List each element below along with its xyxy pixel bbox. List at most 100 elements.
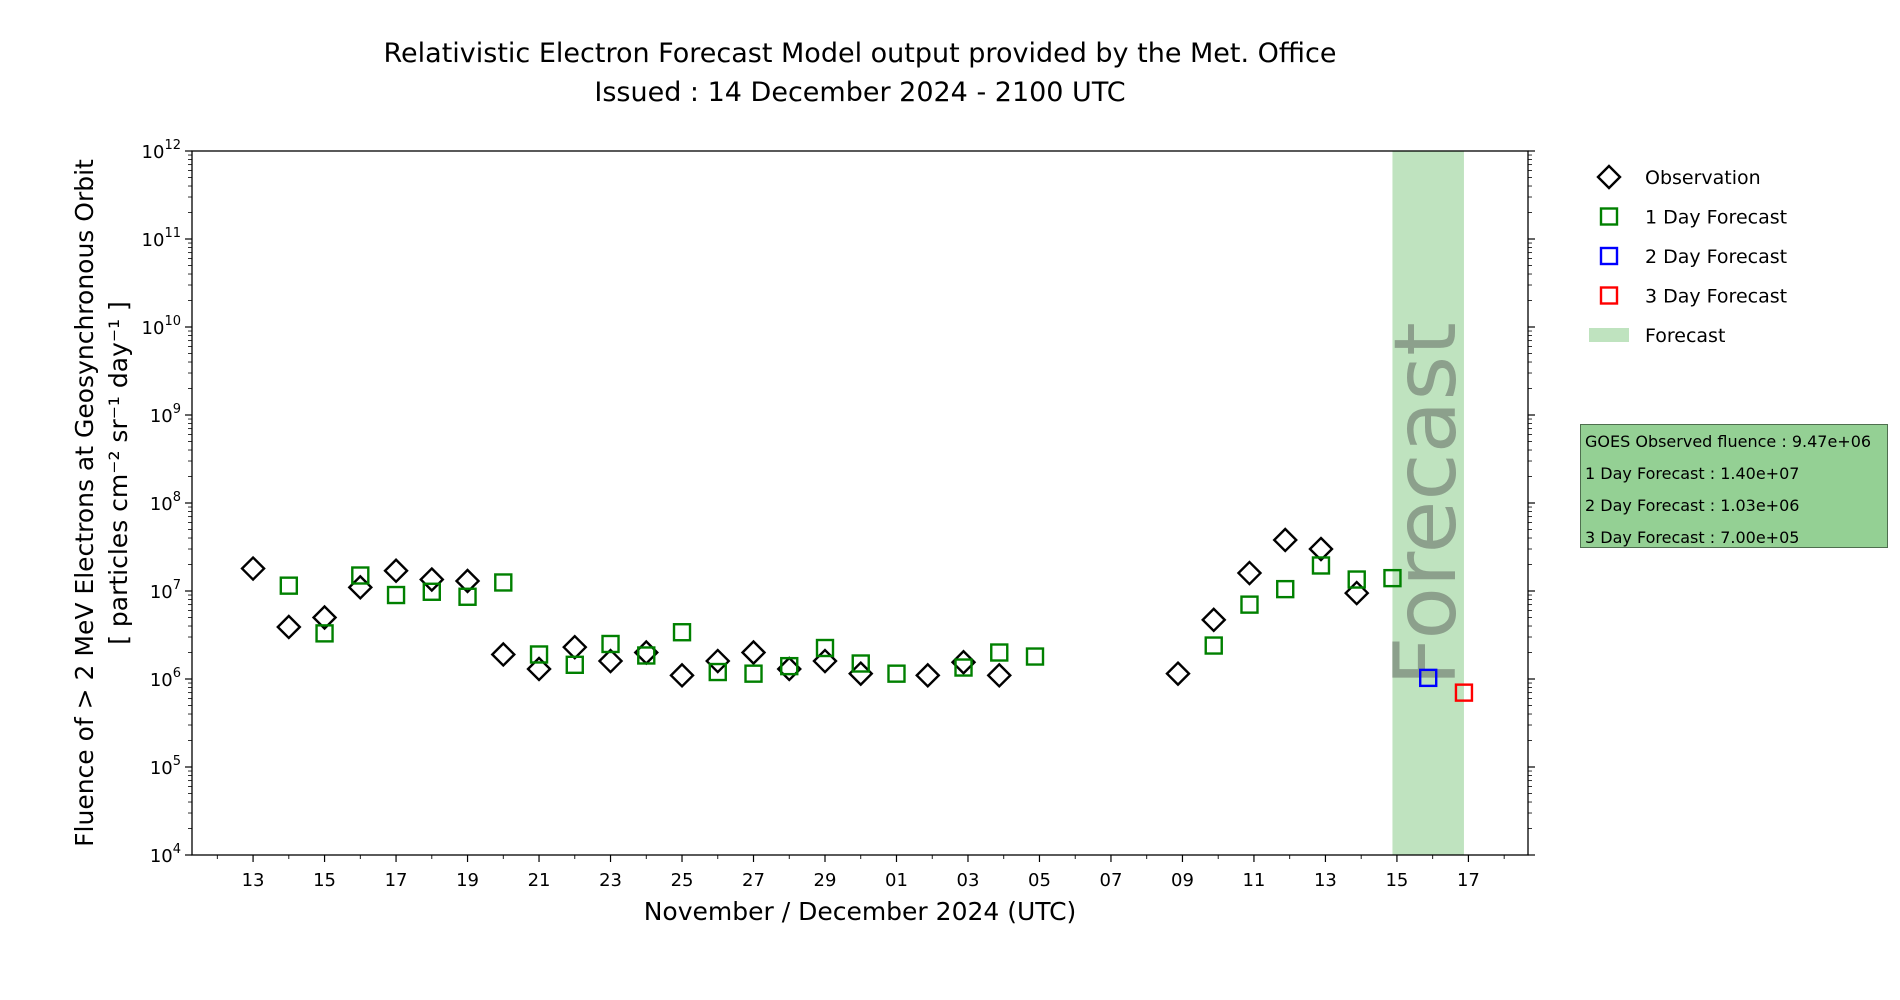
legend-observation-marker: [1596, 164, 1622, 190]
forecast-region-layer: Forecast: [1376, 151, 1476, 855]
fluence-info-box: GOES Observed fluence : 9.47e+06 1 Day F…: [1580, 424, 1888, 548]
1-day-forecast-point: [1240, 595, 1259, 614]
1-day-forecast-point: [422, 582, 441, 601]
x-tick-label: 13: [1314, 870, 1337, 891]
1-day-forecast-point: [708, 662, 727, 682]
y-tick-label: 106: [150, 666, 181, 691]
observation-point: [812, 648, 838, 674]
observation-point: [1165, 660, 1191, 687]
y-tick-label: 108: [150, 490, 181, 515]
x-tick-label: 15: [1385, 870, 1408, 891]
1-day-forecast-point: [990, 643, 1009, 662]
observation-point: [597, 648, 624, 674]
1-day-forecast-point: [780, 656, 799, 676]
1-day-forecast-point: [887, 664, 906, 683]
observation-point: [526, 656, 552, 682]
axis-labels-layer: November / December 2024 (UTC) Fluence of…: [70, 159, 1076, 926]
observation-point: [1308, 536, 1334, 562]
y-tick-label: 1011: [142, 226, 181, 251]
y-tick-label: 109: [150, 402, 181, 427]
1-day-forecast-point: [529, 645, 549, 664]
x-tick-label: 27: [742, 870, 765, 891]
x-tick-label: 19: [456, 870, 479, 891]
observation-point: [276, 614, 302, 640]
info-2-day-forecast: 2 Day Forecast : 1.03e+06: [1585, 496, 1800, 515]
x-tick-label: 01: [885, 870, 908, 891]
observation-point: [419, 566, 445, 593]
y-tick-label: 107: [150, 578, 181, 603]
y-tick-label: 1010: [142, 314, 181, 339]
chart-subtitle: Issued : 14 December 2024 - 2100 UTC: [594, 77, 1126, 108]
observation-point: [454, 568, 481, 594]
legend-3-day-forecast-marker: [1599, 286, 1619, 305]
observation-point: [490, 641, 516, 668]
2-day-forecast-point: [1419, 668, 1438, 688]
y-tick-label: 105: [150, 754, 181, 779]
observation-point: [240, 555, 266, 582]
plot-frame: [191, 150, 1529, 856]
axis-ticks-layer: 13 15 17 19 21 23 25 27 29 01 03 05 07 09 11 13 15 17 104 1…: [142, 138, 1535, 891]
legend-1-day-forecast-marker: [1599, 207, 1619, 226]
x-tick-label: 07: [1100, 870, 1123, 891]
1-day-forecast-point: [744, 664, 763, 683]
x-tick-label: 03: [957, 870, 980, 891]
x-tick-label: 09: [1171, 870, 1194, 891]
x-axis-label: November / December 2024 (UTC): [644, 897, 1077, 926]
x-tick-label: 05: [1028, 870, 1051, 891]
1-day-forecast-point: [458, 587, 477, 606]
data-marks-layer: [240, 527, 1474, 702]
y-tick-label: 1012: [142, 138, 181, 163]
1-day-forecast-point: [315, 624, 334, 643]
legend-forecast-marker: [1589, 328, 1629, 342]
y-axis-label: Fluence of > 2 MeV Electrons at Geosynch…: [70, 159, 99, 847]
1-day-forecast-point: [1347, 570, 1366, 589]
legend: Observation 1 Day Forecast 2 Day Forecast 3…: [1589, 164, 1787, 347]
x-tick-label: 25: [671, 870, 694, 891]
chart-title: Relativistic Electron Forecast Model out…: [383, 38, 1337, 69]
1-day-forecast-point: [1204, 636, 1223, 655]
1-day-forecast-point: [1383, 568, 1402, 588]
1-day-forecast-point: [637, 646, 656, 665]
1-day-forecast-point: [851, 654, 870, 673]
x-tick-label: 21: [528, 870, 551, 891]
1-day-forecast-point: [601, 634, 620, 654]
observation-point: [669, 662, 695, 689]
forecast-region-label: Forecast: [1376, 322, 1476, 686]
observation-point: [915, 662, 941, 689]
legend-observation-label: Observation: [1645, 167, 1761, 189]
legend-3-day-forecast-label: 3 Day Forecast: [1645, 286, 1787, 308]
1-day-forecast-point: [1276, 579, 1295, 599]
y-tick-label: 104: [150, 842, 181, 867]
1-day-forecast-point: [672, 623, 692, 642]
observation-point: [705, 648, 731, 674]
1-day-forecast-point: [1311, 556, 1331, 575]
1-day-forecast-point: [279, 576, 299, 595]
observation-point: [383, 558, 409, 584]
observation-point: [1272, 527, 1298, 553]
legend-2-day-forecast-marker: [1599, 246, 1619, 266]
x-tick-label: 11: [1242, 870, 1265, 891]
x-tick-label: 15: [313, 870, 336, 891]
observation-point: [1201, 607, 1227, 633]
legend-2-day-forecast-label: 2 Day Forecast: [1645, 246, 1787, 268]
y-axis-units: [ particles cm⁻² sr⁻¹ day⁻¹ ]: [104, 301, 133, 645]
1-day-forecast-point: [386, 585, 406, 605]
x-tick-label: 13: [242, 870, 265, 891]
1-day-forecast-point: [815, 638, 835, 658]
x-tick-label: 17: [385, 870, 408, 891]
1-day-forecast-point: [954, 658, 973, 677]
forecast-region: [1392, 151, 1464, 855]
info-3-day-forecast: 3 Day Forecast : 7.00e+05: [1585, 528, 1800, 547]
observation-point: [311, 604, 338, 631]
observation-point: [1236, 560, 1263, 586]
1-day-forecast-point: [351, 566, 370, 585]
x-tick-label: 23: [599, 870, 622, 891]
legend-1-day-forecast-label: 1 Day Forecast: [1645, 207, 1787, 229]
3-day-forecast-point: [1454, 683, 1474, 702]
1-day-forecast-point: [494, 573, 513, 592]
legend-forecast-label: Forecast: [1645, 325, 1725, 347]
info-observed-fluence: GOES Observed fluence : 9.47e+06: [1585, 432, 1872, 451]
x-tick-label: 17: [1457, 870, 1480, 891]
1-day-forecast-point: [1025, 647, 1045, 666]
